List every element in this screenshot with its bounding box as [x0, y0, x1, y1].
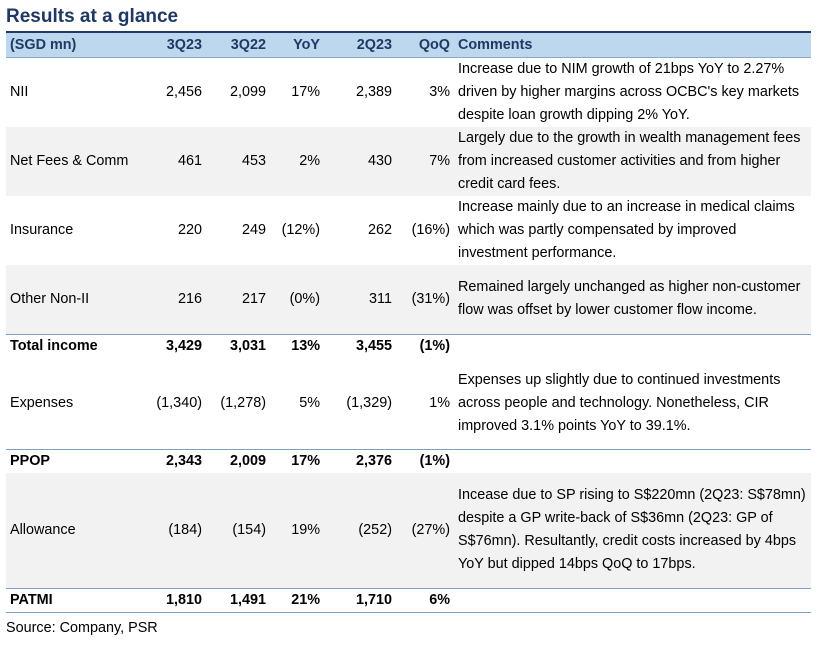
row-label: PATMI: [6, 587, 142, 613]
cell-3q23: (184): [142, 473, 206, 588]
cell-2q23: 430: [324, 127, 396, 196]
cell-3q22: 1,491: [206, 587, 270, 613]
cell-2q23: 311: [324, 265, 396, 334]
cell-yoy: 17%: [270, 449, 324, 473]
table-row-total-income: Total income 3,429 3,031 13% 3,455 (1%): [6, 333, 811, 358]
cell-qoq: (1%): [396, 333, 454, 358]
cell-comment: [454, 333, 811, 358]
cell-3q22: 2,009: [206, 449, 270, 473]
cell-3q22: 2,099: [229, 83, 266, 100]
figure-title: Results at a glance: [6, 6, 179, 27]
cell-2q23: (252): [324, 473, 396, 588]
row-label: Net Fees & Comm: [6, 127, 142, 196]
cell-yoy: 13%: [270, 333, 324, 358]
cell-qoq: (27%): [396, 473, 454, 588]
header-3q23: 3Q23: [142, 33, 206, 58]
cell-3q22: 217: [206, 265, 270, 334]
cell-yoy: 21%: [270, 587, 324, 613]
cell-3q23: 461: [142, 127, 206, 196]
table-row-other-non-ii: Other Non-II 216 217 (0%) 311 (31%) Rema…: [6, 265, 811, 334]
header-2q23: 2Q23: [324, 33, 396, 58]
cell-qoq: 7%: [396, 127, 454, 196]
cell-yoy: 2%: [270, 127, 324, 196]
cell-qoq: 3%: [429, 83, 450, 100]
cell-comment: Largely due to the growth in wealth mana…: [454, 127, 811, 196]
cell-comment: Expenses up slightly due to continued in…: [458, 371, 781, 434]
cell-3q22: (154): [206, 473, 270, 588]
header-qoq: QoQ: [396, 33, 454, 58]
cell-comment: [454, 587, 811, 613]
cell-comment: Increase due to NIM growth of 21bps YoY …: [458, 60, 800, 123]
header-label: (SGD mn): [6, 33, 142, 58]
table-header-row: (SGD mn) 3Q23 3Q22 YoY 2Q23 QoQ Comments: [6, 33, 811, 58]
row-label: PPOP: [6, 449, 142, 473]
cell-comment: Remained largely unchanged as higher non…: [454, 265, 811, 334]
table-row-insurance: Insurance 220 249 (12%) 262 (16%) Increa…: [6, 196, 811, 265]
cell-2q23: (1,329): [346, 394, 392, 411]
results-table: (SGD mn) 3Q23 3Q22 YoY 2Q23 QoQ Comments…: [6, 33, 811, 613]
cell-3q22: (1,278): [220, 394, 266, 411]
cell-3q23: 220: [177, 222, 202, 238]
cell-qoq: (1%): [396, 449, 454, 473]
title-underline: [6, 31, 811, 33]
cell-3q22: 249: [241, 222, 266, 238]
row-label: NII: [10, 83, 29, 100]
cell-2q23: 3,455: [324, 333, 396, 358]
header-yoy: YoY: [270, 33, 324, 58]
cell-2q23: 2,389: [355, 83, 392, 100]
table-row-nii: NII 2,456 2,099 17% 2,389 3% Increase du…: [6, 57, 811, 127]
cell-comment: [454, 449, 811, 473]
cell-3q23: 216: [142, 265, 206, 334]
cell-qoq: 6%: [396, 587, 454, 613]
table-row-allowance: Allowance (184) (154) 19% (252) (27%) In…: [6, 473, 811, 588]
cell-yoy: (0%): [270, 265, 324, 334]
table-row-expenses: Expenses (1,340) (1,278) 5% (1,329) 1% E…: [6, 358, 811, 450]
cell-3q23: 1,810: [142, 587, 206, 613]
row-label: Total income: [6, 333, 142, 358]
cell-yoy: 5%: [299, 394, 320, 411]
cell-3q22: 453: [206, 127, 270, 196]
source-note: Source: Company, PSR: [6, 620, 158, 636]
cell-3q23: 3,429: [142, 333, 206, 358]
cell-qoq: 1%: [429, 394, 450, 411]
cell-3q23: 2,456: [165, 83, 202, 100]
cell-comment: Increase mainly due to an increase in me…: [458, 199, 795, 261]
cell-qoq: (31%): [396, 265, 454, 334]
header-comments: Comments: [454, 33, 811, 58]
cell-comment: Incease due to SP rising to S$220mn (2Q2…: [454, 473, 811, 588]
cell-yoy: 17%: [291, 83, 320, 100]
table-row-ppop: PPOP 2,343 2,009 17% 2,376 (1%): [6, 449, 811, 473]
cell-qoq: (16%): [411, 222, 450, 238]
row-label: Insurance: [10, 222, 74, 238]
table-row-net-fees: Net Fees & Comm 461 453 2% 430 7% Largel…: [6, 127, 811, 196]
row-label: Allowance: [6, 473, 142, 588]
cell-2q23: 2,376: [324, 449, 396, 473]
cell-2q23: 1,710: [324, 587, 396, 613]
cell-yoy: (12%): [281, 222, 320, 238]
cell-3q22: 3,031: [206, 333, 270, 358]
header-3q22: 3Q22: [206, 33, 270, 58]
cell-3q23: 2,343: [142, 449, 206, 473]
cell-3q23: (1,340): [156, 394, 202, 411]
row-label: Other Non-II: [6, 265, 142, 334]
cell-2q23: 262: [367, 222, 392, 238]
table-row-patmi: PATMI 1,810 1,491 21% 1,710 6%: [6, 587, 811, 613]
row-label: Expenses: [10, 394, 74, 411]
cell-yoy: 19%: [270, 473, 324, 588]
